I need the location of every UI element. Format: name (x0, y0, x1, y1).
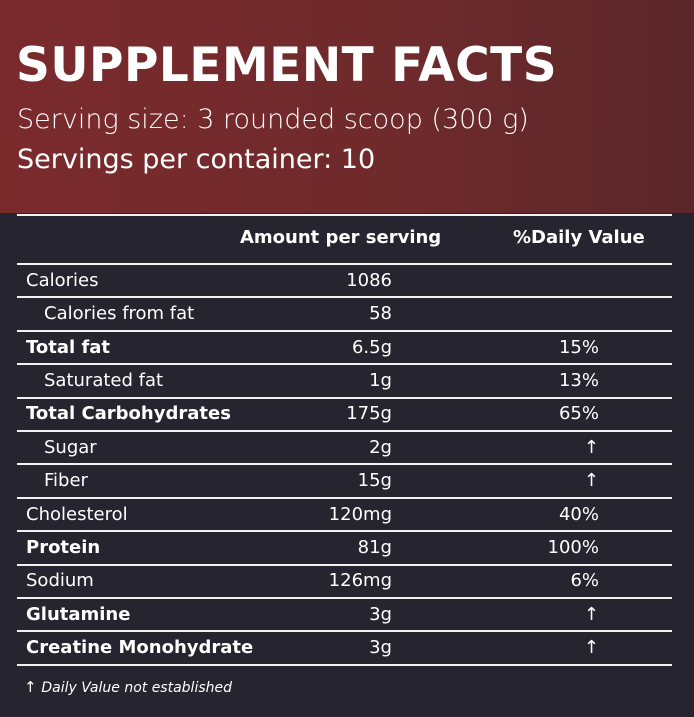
row-amount: 1g (369, 369, 392, 391)
rule (17, 463, 672, 466)
rule (17, 630, 672, 633)
row-name: Calories (26, 269, 99, 291)
row-name: Cholesterol (26, 503, 128, 525)
row-amount: 175g (346, 403, 392, 425)
row-name: Protein (26, 536, 101, 558)
rule (17, 530, 672, 533)
row-daily-value: 15% (558, 336, 599, 358)
header: SUPPLEMENT FACTS Serving size: 3 rounded… (0, 0, 694, 213)
footnote-text: Daily Value not established (41, 680, 233, 696)
row-name: Fiber (44, 470, 88, 492)
title: SUPPLEMENT FACTS (16, 38, 558, 93)
row-name: Saturated fat (44, 369, 164, 391)
row-amount: 81g (357, 536, 392, 558)
rule (17, 563, 672, 566)
rule (17, 214, 672, 216)
footnote-symbol: ↑ (24, 678, 37, 696)
row-daily-value: 100% (547, 536, 599, 558)
row-amount: 58 (369, 303, 392, 325)
rule (17, 597, 672, 599)
column-header: Amount per serving (240, 227, 442, 248)
rule (17, 396, 672, 399)
rule (17, 329, 672, 332)
rule (17, 363, 672, 366)
row-daily-value: 65% (558, 403, 599, 425)
servings-per-container: Servings per container: 10 (17, 144, 376, 175)
footnote: ↑ Daily Value not established (24, 678, 232, 696)
row-name: Sodium (26, 570, 94, 592)
rule (17, 430, 672, 432)
serving-size: Serving size: 3 rounded scoop (300 g) (17, 104, 529, 135)
row-daily-value: ↑ (583, 637, 599, 659)
row-amount: 15g (357, 470, 392, 492)
row-name: Total fat (26, 336, 111, 358)
row-daily-value: 6% (570, 570, 599, 592)
row-name: Creatine Monohydrate (26, 637, 254, 659)
row-name: Glutamine (26, 603, 131, 625)
row-name: Sugar (44, 436, 97, 458)
rule (17, 496, 672, 499)
row-amount: 120mg (328, 503, 392, 525)
row-amount: 1086 (346, 269, 392, 291)
rule (17, 663, 672, 666)
row-name: Calories from fat (44, 303, 195, 325)
row-daily-value: ↑ (583, 436, 599, 458)
rule (17, 263, 672, 265)
rule (17, 296, 672, 299)
row-daily-value: 40% (558, 503, 599, 525)
column-header: %Daily Value (513, 227, 645, 248)
row-daily-value: ↑ (583, 603, 599, 625)
row-amount: 3g (369, 603, 392, 625)
row-amount: 2g (369, 436, 392, 458)
row-name: Total Carbohydrates (26, 403, 231, 425)
row-daily-value: ↑ (583, 470, 599, 492)
row-amount: 126mg (328, 570, 392, 592)
row-daily-value: 13% (558, 369, 599, 391)
row-amount: 6.5g (351, 336, 392, 358)
row-amount: 3g (369, 637, 392, 659)
